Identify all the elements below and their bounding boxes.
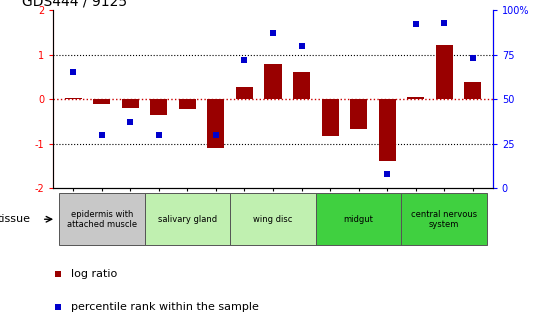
Bar [407,97,424,99]
Text: epidermis with
attached muscle: epidermis with attached muscle [67,210,137,229]
Bar [264,65,282,99]
Bar [230,193,316,245]
Text: central nervous
system: central nervous system [411,210,477,229]
Bar [236,87,253,99]
Bar [150,99,167,115]
Bar [179,99,196,109]
Bar [402,193,487,245]
Bar [293,72,310,99]
Text: salivary gland: salivary gland [158,215,217,224]
Bar [350,99,367,129]
Bar [316,193,402,245]
Text: tissue: tissue [0,214,30,224]
Bar [379,99,396,161]
Bar [321,99,339,136]
Bar [64,98,82,99]
Text: log ratio: log ratio [71,269,117,279]
Text: wing disc: wing disc [253,215,293,224]
Text: percentile rank within the sample: percentile rank within the sample [71,302,259,312]
Bar [59,193,144,245]
Bar [144,193,230,245]
Bar [464,82,482,99]
Bar [436,45,453,99]
Text: GDS444 / 9125: GDS444 / 9125 [22,0,128,9]
Bar [207,99,225,148]
Bar [93,99,110,103]
Bar [122,99,139,108]
Text: midgut: midgut [344,215,374,224]
